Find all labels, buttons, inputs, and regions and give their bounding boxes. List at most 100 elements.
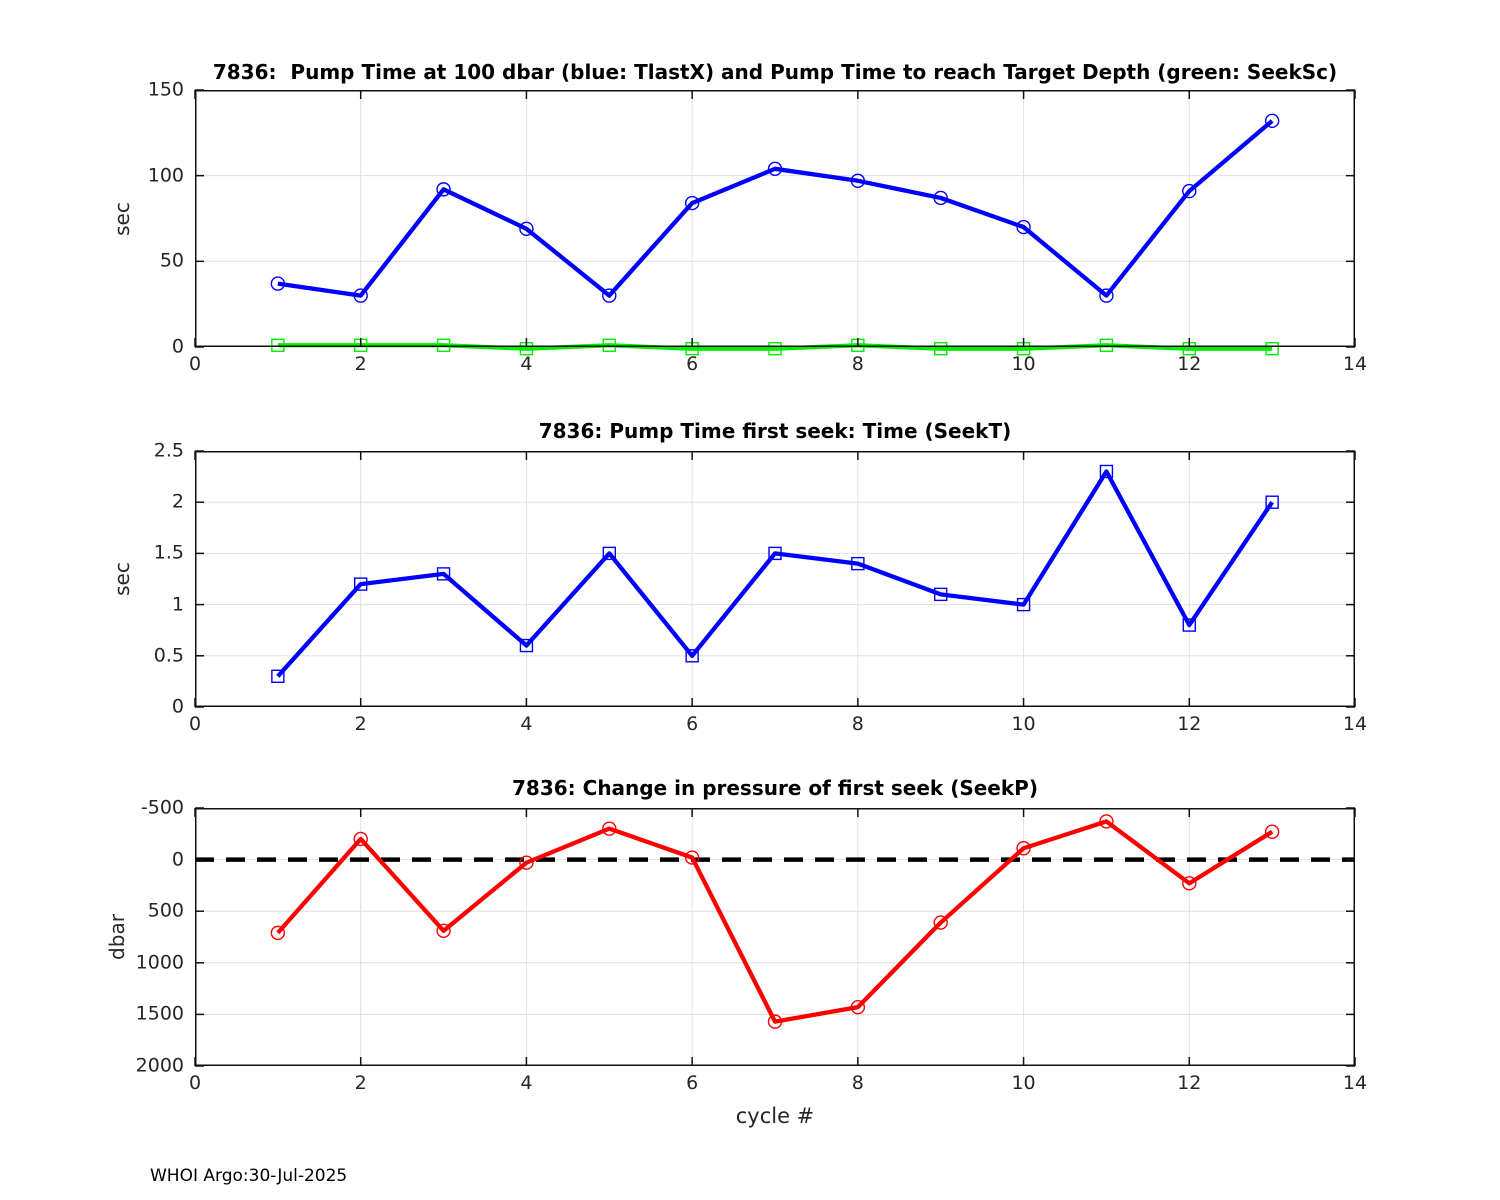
x-tick-label: 14 — [1342, 713, 1368, 735]
x-tick-label: 8 — [851, 1072, 864, 1094]
seekp-marker — [1016, 841, 1031, 856]
seekp-marker — [767, 1014, 783, 1029]
x-tick-label: 0 — [188, 713, 202, 735]
pump-time-chart-title: 7836: Pump Time at 100 dbar (blue: Tlast… — [212, 60, 1338, 84]
y-tick-label: 1000 — [135, 951, 184, 974]
x-tick-label: 4 — [520, 713, 533, 735]
seeksc-line — [277, 343, 1273, 351]
y-tick-label: 50 — [159, 249, 184, 272]
seeksc-marker — [436, 338, 451, 352]
x-tick-label: 0 — [188, 1072, 202, 1094]
x-tick-label: 8 — [851, 713, 864, 735]
tlastx-marker — [933, 190, 948, 206]
seekt-marker — [934, 587, 948, 602]
seeksc-marker — [1265, 342, 1279, 356]
seeksc-marker — [768, 342, 782, 356]
axes-border — [195, 808, 1355, 1066]
x-tick-label: 12 — [1177, 713, 1202, 735]
x-tick-label: 10 — [1011, 1072, 1036, 1094]
x-tick-label: 2 — [354, 713, 367, 735]
seekt-marker — [602, 546, 616, 561]
tlastx-marker — [519, 221, 534, 236]
seeksc-marker — [934, 342, 948, 356]
seekp-chart: 0 2 4 6 8 10 12 14 -500 0 500 1000 1500 2000 — [136, 797, 1367, 1093]
seekp-marker — [353, 831, 368, 847]
tlastx-marker — [767, 161, 783, 177]
y-tick-label: 0 — [171, 335, 184, 358]
y-tick-label: 0 — [171, 848, 184, 871]
seekp-marker — [436, 923, 451, 939]
x-tick-label: 8 — [851, 353, 864, 375]
seekt-chart-ylabel: sec — [110, 562, 134, 596]
seekp-marker — [519, 855, 534, 870]
seekt-marker — [271, 669, 285, 683]
tlastx-line — [277, 119, 1274, 298]
seeksc-marker — [602, 338, 616, 352]
seekt-marker — [1099, 464, 1114, 479]
tlastx-marker — [602, 288, 617, 303]
seekt-marker — [685, 649, 699, 663]
seekp-marker — [270, 925, 286, 941]
x-tick-label: 2 — [354, 1072, 367, 1094]
tlastx-marker — [1182, 183, 1197, 199]
pump-time-chart-ylabel: sec — [110, 202, 134, 236]
x-tick-label: 2 — [354, 353, 367, 375]
axes-border — [195, 451, 1355, 707]
seeksc-marker — [271, 338, 285, 352]
tlastx-marker — [684, 195, 700, 211]
x-tick-label: 10 — [1011, 353, 1036, 375]
tlastx-marker — [1264, 113, 1280, 129]
y-tick-label: 1500 — [135, 1002, 184, 1025]
x-tick-label: 14 — [1342, 353, 1368, 375]
seekt-line — [276, 469, 1274, 678]
x-tick-label: 4 — [520, 353, 533, 375]
seekp-marker — [1182, 876, 1197, 891]
x-tick-label: 6 — [686, 353, 699, 375]
seekt-marker — [1265, 495, 1279, 509]
y-tick-label: 100 — [147, 164, 184, 187]
tlastx-marker — [1016, 219, 1031, 235]
footer-text: WHOI Argo:30-Jul-2025 — [150, 1166, 348, 1186]
axes-border — [195, 90, 1355, 347]
seekp-chart-svg — [194, 807, 1356, 1067]
seekt-marker — [1016, 597, 1031, 612]
y-tick-label: 1 — [171, 593, 184, 616]
y-tick-label: 150 — [147, 78, 184, 101]
y-tick-label: 500 — [147, 899, 184, 922]
seekp-marker — [933, 915, 948, 930]
seekt-chart: 0 2 4 6 8 10 12 14 0 0.5 1 1.5 2 2.5 — [154, 440, 1367, 734]
x-tick-label: 12 — [1177, 1072, 1202, 1094]
seekp-chart-ylabel: dbar — [105, 914, 129, 960]
seekt-marker — [851, 556, 865, 571]
tlastx-marker — [850, 173, 866, 189]
seekt-chart-svg — [194, 450, 1356, 708]
tlastx-marker — [270, 276, 286, 291]
seekt-marker — [354, 577, 368, 591]
y-tick-label: 0 — [171, 695, 184, 718]
x-tick-label: 6 — [686, 713, 699, 735]
seekt-marker — [768, 546, 782, 561]
seekp-line — [276, 819, 1274, 1024]
x-tick-label: 10 — [1011, 713, 1036, 735]
seeksc-marker — [1099, 338, 1114, 352]
y-tick-label: 1.5 — [153, 541, 184, 564]
x-tick-label: 14 — [1342, 1072, 1368, 1094]
x-tick-label: 4 — [520, 1072, 533, 1094]
y-tick-label: 2000 — [135, 1054, 184, 1077]
seekp-marker — [684, 850, 700, 865]
seekp-marker — [1099, 814, 1114, 829]
pump-time-chart-svg — [194, 89, 1356, 356]
tlastx-marker — [436, 182, 451, 197]
y-tick-label: 2.5 — [153, 439, 184, 462]
seekp-marker — [850, 999, 866, 1015]
tlastx-marker — [353, 288, 368, 303]
x-axis-label: cycle # — [735, 1104, 815, 1128]
seekt-marker — [436, 567, 451, 581]
seekt-marker — [1182, 618, 1196, 632]
tlastx-marker — [1099, 288, 1114, 303]
seekt-chart-title: 7836: Pump Time first seek: Time (SeekT) — [538, 419, 1012, 443]
x-tick-label: 6 — [686, 1072, 699, 1094]
seekp-marker — [1264, 824, 1280, 839]
seekp-marker — [602, 821, 617, 836]
